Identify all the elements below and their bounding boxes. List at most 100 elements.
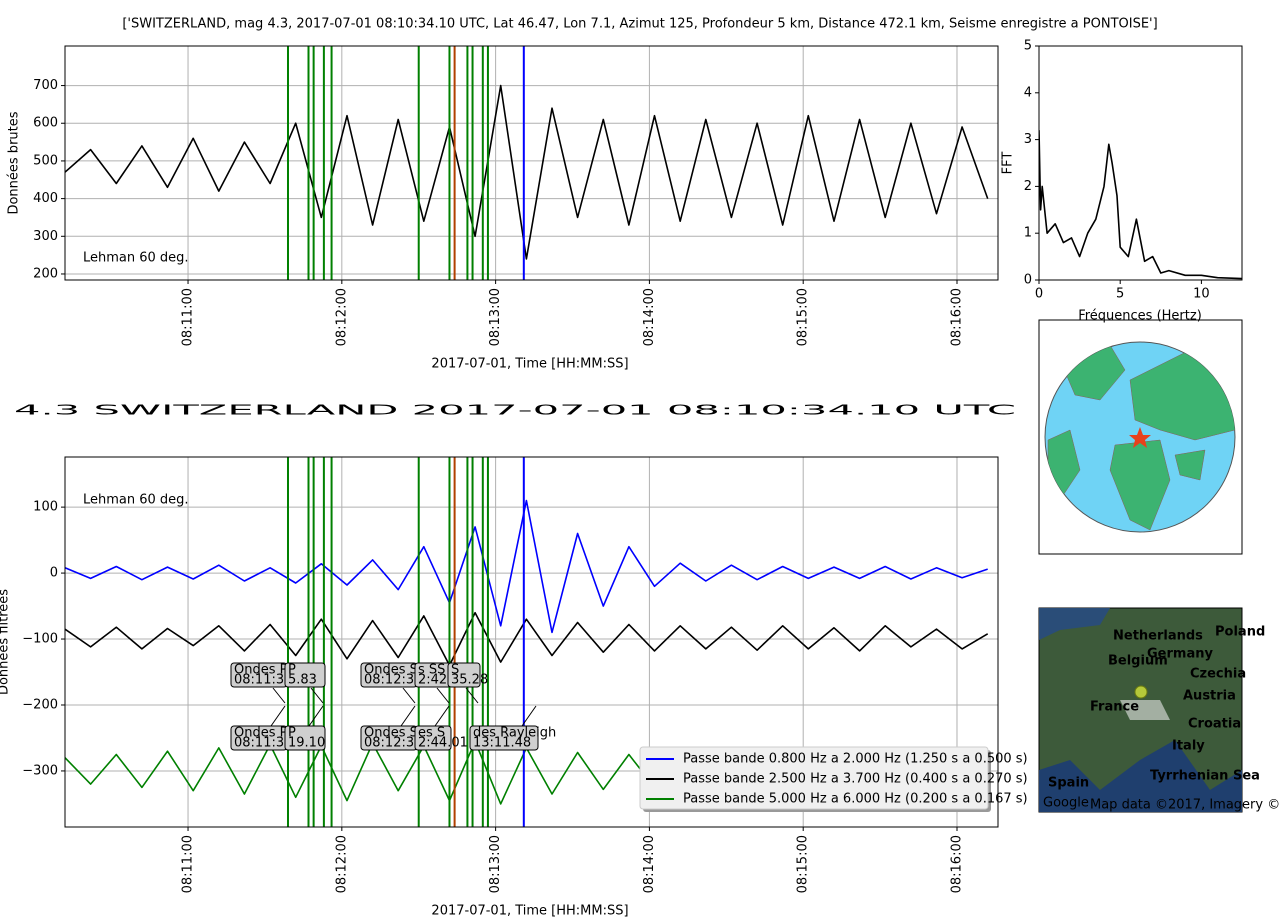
plot-frame xyxy=(64,456,999,828)
phase-box xyxy=(447,662,481,688)
plot-area xyxy=(1039,130,1242,280)
phase-label: es S xyxy=(418,726,445,741)
x-tick-label: 08:11:00 xyxy=(181,288,196,346)
phase-arrow xyxy=(272,687,286,704)
phase-label: 5.83 xyxy=(288,673,317,688)
x-tick-label: 08:12:00 xyxy=(334,288,349,346)
y-tick-label: 500 xyxy=(33,153,58,168)
phase-label: s SS xyxy=(418,663,445,678)
phase-arrow xyxy=(465,687,479,704)
map-label: Netherlands xyxy=(1113,629,1203,644)
phase-label: P xyxy=(288,726,296,741)
phase-arrow xyxy=(434,705,450,727)
x-tick-label: 08:12:00 xyxy=(334,835,349,893)
phase-arrow xyxy=(270,705,286,727)
annotation: Lehman 60 deg. xyxy=(83,493,189,508)
phase-arrow xyxy=(402,687,416,704)
phase-label: Ondes S xyxy=(364,663,418,678)
phase-label: Ondes Sn xyxy=(364,726,426,741)
map-label: Austria xyxy=(1183,689,1236,704)
phase-arrow xyxy=(310,687,324,704)
y-tick-label: 1 xyxy=(1024,226,1032,241)
phase-label: 35.28 xyxy=(451,673,488,688)
phase-label: 13:11.48 xyxy=(473,736,531,751)
legend-label: Passe bande 5.000 Hz a 6.000 Hz (0.200 s… xyxy=(683,792,1028,807)
y-tick-label: 600 xyxy=(33,116,58,131)
legend-box xyxy=(639,746,989,810)
y-tick-label: 0 xyxy=(50,566,58,581)
x-tick-label: 08:16:00 xyxy=(949,835,964,893)
x-tick-label: 08:14:00 xyxy=(642,835,657,893)
chart-title: ['SWITZERLAND, mag 4.3, 2017-07-01 08:10… xyxy=(122,17,1157,32)
chart-title: 4.3 SWITZERLAND 2017-07-01 08:10:34.10 U… xyxy=(14,404,1016,419)
y-tick-label: 0 xyxy=(1024,273,1032,288)
y-axis-label: Données brutes xyxy=(7,111,22,214)
y-tick-label: 400 xyxy=(33,191,58,206)
map-label: Google xyxy=(1043,796,1089,811)
x-tick-label: 5 xyxy=(1116,287,1124,302)
y-tick-label: 3 xyxy=(1024,132,1032,147)
trace xyxy=(65,84,989,260)
phase-label: des Rayleigh xyxy=(473,726,556,741)
x-axis-label: 2017-07-01, Time [HH:MM:SS] xyxy=(431,904,628,919)
map-label: Tyrrhenian Sea xyxy=(1150,769,1260,784)
map-label: Croatia xyxy=(1188,717,1241,732)
x-tick-label: 08:11:00 xyxy=(181,835,196,893)
annotation: Lehman 60 deg. xyxy=(83,251,189,266)
map-label: Map data ©2017, Imagery ©2017 TerraMetri… xyxy=(1090,798,1280,813)
y-tick-label: 700 xyxy=(33,78,58,93)
y-tick-label: 5 xyxy=(1024,39,1032,54)
y-tick-label: 4 xyxy=(1024,85,1032,100)
x-tick-label: 08:16:00 xyxy=(949,288,964,346)
plot-area xyxy=(65,46,989,280)
phase-box xyxy=(469,725,539,751)
phase-box xyxy=(284,662,326,688)
plot-frame xyxy=(64,45,999,281)
y-tick-label: 300 xyxy=(33,229,58,244)
y-tick-label: 200 xyxy=(33,266,58,281)
map-label: Poland xyxy=(1215,625,1265,640)
phase-arrow xyxy=(436,687,450,704)
x-axis-label: 2017-07-01, Time [HH:MM:SS] xyxy=(431,357,628,372)
map-label: Italy xyxy=(1172,739,1205,754)
map-label: Belgium xyxy=(1108,654,1168,669)
y-tick-label: −100 xyxy=(22,632,58,647)
globe xyxy=(1038,319,1243,555)
phase-label: 2:44.01 xyxy=(418,736,468,751)
plot-area xyxy=(65,457,989,827)
y-tick-label: 2 xyxy=(1024,179,1032,194)
x-tick-label: 0 xyxy=(1035,287,1043,302)
phase-label: 19.10 xyxy=(288,736,325,751)
plot-background xyxy=(1039,46,1242,280)
x-axis-label: Fréquences (Hertz) xyxy=(1078,309,1202,324)
phase-label: Ondes P xyxy=(234,663,288,678)
trace xyxy=(65,611,989,667)
phase-box xyxy=(284,725,326,751)
trace xyxy=(1039,130,1242,280)
phase-box xyxy=(414,725,452,751)
phase-label: P xyxy=(288,663,296,678)
x-tick-label: 08:13:00 xyxy=(488,288,503,346)
satellite-map xyxy=(1038,607,1243,813)
map-label: Spain xyxy=(1048,776,1089,791)
phase-label: Ondes Pn xyxy=(234,726,295,741)
phase-arrow xyxy=(521,705,537,727)
map-label: Germany xyxy=(1147,647,1213,662)
y-axis-label: Données filtrées xyxy=(0,589,12,695)
plot-background xyxy=(65,46,998,280)
x-tick-label: 08:15:00 xyxy=(796,835,811,893)
x-tick-label: 10 xyxy=(1193,287,1210,302)
legend-label: Passe bande 2.500 Hz a 3.700 Hz (0.400 s… xyxy=(683,772,1028,787)
x-tick-label: 08:13:00 xyxy=(488,835,503,893)
y-tick-label: 100 xyxy=(33,500,58,515)
x-tick-label: 08:14:00 xyxy=(642,288,657,346)
y-tick-label: −200 xyxy=(22,697,58,712)
phase-arrow xyxy=(308,705,324,727)
y-axis-label: FFT xyxy=(1001,152,1016,175)
legend-label: Passe bande 0.800 Hz a 2.000 Hz (1.250 s… xyxy=(683,752,1028,767)
trace xyxy=(65,499,988,634)
x-tick-label: 08:15:00 xyxy=(796,288,811,346)
phase-arrow xyxy=(400,705,416,727)
y-tick-label: −300 xyxy=(22,763,58,778)
